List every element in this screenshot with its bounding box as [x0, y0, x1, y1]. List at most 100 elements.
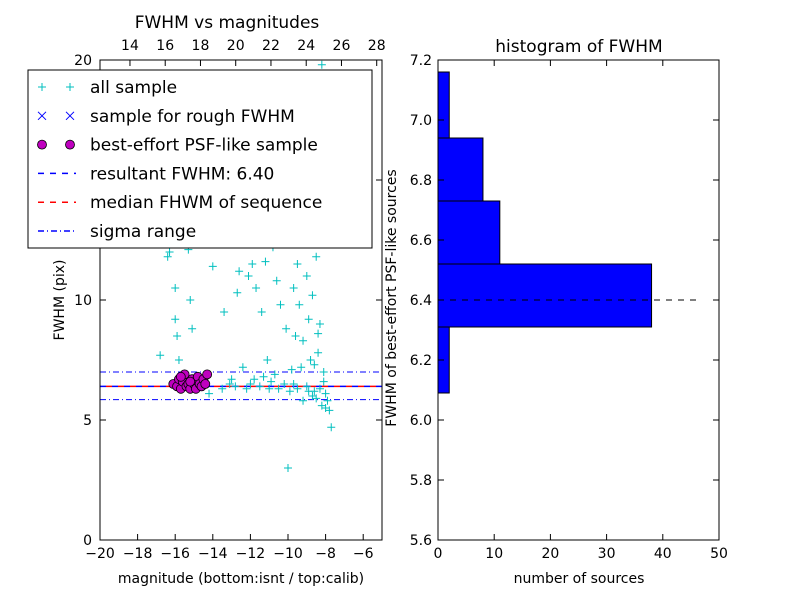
- all-sample-point: [308, 291, 317, 300]
- all-sample-point: [227, 375, 236, 384]
- histogram-bar: [437, 200, 501, 265]
- all-sample-point: [233, 288, 242, 297]
- all-sample-point: [246, 380, 255, 388]
- x-tick-label: 50: [710, 546, 728, 562]
- all-sample-point: [244, 272, 253, 280]
- y-tick-label: 6.2: [410, 353, 432, 369]
- legend-marker-cross: [65, 111, 75, 121]
- all-sample-point: [242, 384, 251, 393]
- legend-marker-circle: [65, 139, 75, 150]
- all-sample-point: [171, 315, 180, 324]
- legend-label: best-effort PSF-like sample: [90, 136, 318, 156]
- all-sample-point: [272, 276, 281, 285]
- histogram-ylabel: FWHM of best-effort PSF-like sources: [384, 169, 400, 426]
- x-tick-label: −16: [160, 546, 190, 562]
- top-x-tick-label: 24: [297, 38, 315, 54]
- scatter-ticks: −20 −18 −16 −14 −12 −10 −8 −6 14 16 18 20 22 24 26 28 0 5…: [74, 38, 385, 562]
- histogram-bar: [437, 137, 484, 202]
- all-sample-point: [205, 389, 214, 398]
- all-sample-point: [299, 396, 308, 405]
- all-sample-point: [255, 382, 264, 391]
- all-sample-point: [323, 396, 332, 405]
- y-tick-label: 7.2: [410, 53, 432, 69]
- y-tick-label: 5.8: [410, 473, 432, 489]
- y-tick-label: 6.0: [410, 413, 432, 429]
- all-sample-point: [310, 360, 319, 369]
- scatter-legend: all sample sample for rough FWHM best-effo…: [27, 69, 373, 249]
- x-tick-label: −18: [123, 546, 153, 562]
- all-sample-point: [293, 384, 302, 393]
- all-sample-point: [302, 272, 311, 280]
- scatter-ylabel: FWHM (pix): [52, 260, 68, 341]
- x-tick-label: 30: [598, 546, 616, 562]
- x-tick-label: −6: [353, 546, 374, 562]
- legend-marker-circle: [37, 139, 47, 150]
- x-tick-label: −10: [273, 546, 303, 562]
- all-sample-point: [186, 296, 195, 304]
- x-tick-label: −20: [85, 546, 115, 562]
- all-sample-point: [265, 384, 274, 393]
- y-tick-label: 5.6: [410, 533, 432, 549]
- all-sample-point: [284, 464, 292, 472]
- y-tick-label: 6.4: [410, 293, 432, 309]
- legend-items: all sample sample for rough FWHM best-effo…: [37, 78, 322, 242]
- top-x-tick-label: 18: [192, 38, 210, 54]
- histogram-bar: [437, 263, 653, 328]
- all-sample-point: [293, 260, 302, 268]
- x-tick-label: −14: [198, 546, 228, 562]
- scatter-plot-area: [100, 60, 382, 472]
- all-sample-point: [315, 320, 324, 328]
- histogram-xlabel: number of sources: [514, 571, 645, 587]
- all-sample-point: [252, 284, 261, 292]
- all-sample-point: [174, 356, 183, 364]
- all-sample-point: [319, 368, 328, 376]
- legend-marker-plus: [66, 83, 74, 91]
- all-sample-point: [274, 384, 283, 393]
- legend-box: [27, 69, 373, 249]
- all-sample-point: [314, 329, 323, 338]
- all-sample-point: [285, 387, 294, 396]
- scatter-xlabel: magnitude (bottom:isnt / top:calib): [118, 571, 364, 587]
- histogram-ticks: 0 10 20 30 40 50 5.6 5.8 6.0 6.2 6.4 6.6 6.8 7.0 7.2: [410, 53, 728, 562]
- top-x-tick-label: 28: [368, 38, 386, 54]
- all-sample-point: [235, 267, 244, 276]
- y-tick-label: 0: [83, 533, 92, 549]
- all-sample-point: [312, 252, 321, 261]
- x-tick-label: −12: [236, 546, 266, 562]
- histogram-title: histogram of FWHM: [495, 37, 662, 57]
- all-sample-point: [208, 262, 217, 271]
- all-sample-point: [165, 248, 174, 256]
- all-sample-point: [257, 308, 266, 316]
- all-sample-point: [289, 380, 298, 388]
- top-x-tick-label: 20: [227, 38, 245, 54]
- all-sample-point: [218, 384, 227, 393]
- all-sample-point: [280, 380, 289, 388]
- all-sample-point: [259, 372, 268, 381]
- y-tick-label: 7.0: [410, 113, 432, 129]
- all-sample-point: [238, 363, 247, 372]
- y-tick-label: 6.6: [410, 233, 432, 249]
- all-sample-point: [276, 300, 285, 309]
- y-tick-label: 6.8: [410, 173, 432, 189]
- all-sample-point: [306, 356, 315, 364]
- histogram-panel: histogram of FWHM 0 10 20 30 40 50 5.6 5.8 6.0 6.…: [384, 37, 728, 587]
- all-sample-point: [297, 363, 306, 372]
- top-x-tick-label: 16: [156, 38, 174, 54]
- best-effort-point: [200, 379, 211, 389]
- x-tick-label: −8: [315, 546, 336, 562]
- all-sample-point: [263, 356, 272, 364]
- legend-label: all sample: [90, 78, 177, 98]
- all-sample-point: [220, 308, 229, 316]
- histogram-plot-area: [437, 71, 697, 394]
- legend-label: sample for rough FWHM: [90, 107, 295, 127]
- all-sample-point: [327, 423, 336, 432]
- y-tick-label: 5: [83, 413, 92, 429]
- all-sample-point: [231, 382, 240, 391]
- scatter-title: FWHM vs magnitudes: [135, 13, 320, 33]
- y-tick-label: 10: [74, 293, 92, 309]
- x-tick-label: 20: [541, 546, 559, 562]
- all-sample-point: [225, 380, 234, 388]
- best-effort-point: [175, 371, 186, 382]
- all-sample-point: [282, 324, 291, 333]
